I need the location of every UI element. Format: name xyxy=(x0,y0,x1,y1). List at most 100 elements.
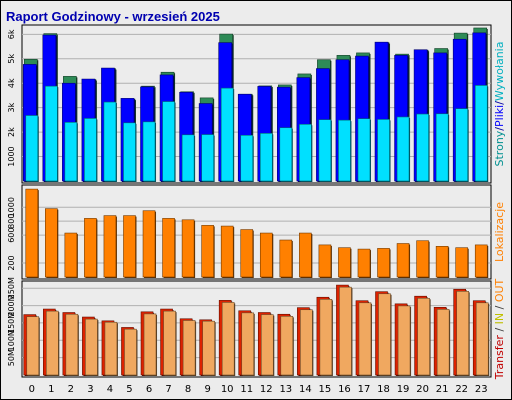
bar-lokalizacje xyxy=(64,232,78,278)
y-tick-label: 100M xyxy=(7,329,16,351)
x-tick-label: 12 xyxy=(260,384,273,395)
bar-strony xyxy=(396,116,410,182)
y-tick-label: 50M xyxy=(7,349,16,366)
bar-out xyxy=(417,297,430,376)
x-tick-label: 7 xyxy=(165,384,171,395)
x-tick-label: 4 xyxy=(107,384,113,395)
x-tick-label: 10 xyxy=(221,384,234,395)
bar-lokalizacje xyxy=(259,232,273,278)
bar-lokalizacje xyxy=(240,229,254,278)
bar-strony xyxy=(299,123,312,182)
bar-out xyxy=(65,313,79,376)
bar-lokalizacje xyxy=(201,225,214,278)
x-tick-label: 22 xyxy=(455,384,468,395)
bar-strony xyxy=(338,119,351,182)
x-tick-label: 21 xyxy=(436,384,449,395)
bar-lokalizacje xyxy=(181,219,195,278)
y-tick-label: 1000 xyxy=(7,146,16,166)
x-tick-label: 20 xyxy=(416,384,429,395)
y-tick-label: 200M xyxy=(7,294,16,316)
bar-lokalizacje xyxy=(162,218,175,278)
x-tick-label: 13 xyxy=(279,384,292,395)
bar-strony xyxy=(162,101,175,182)
bar-lokalizacje xyxy=(435,246,449,278)
bar-out xyxy=(241,312,255,376)
chart-panels: 10002k3k4k5k6kStrony/Pliki/Wywołania2006… xyxy=(7,24,506,395)
bar-lokalizacje xyxy=(103,215,117,278)
bar-out xyxy=(456,291,469,376)
y-axis-label-part: Lokalizacje xyxy=(493,202,506,262)
bar-out xyxy=(436,309,450,376)
x-tick-label: 9 xyxy=(204,384,210,395)
bar-lokalizacje xyxy=(142,210,156,278)
bar-lokalizacje xyxy=(338,247,351,278)
bar-strony xyxy=(435,113,449,182)
bar-strony xyxy=(240,134,254,182)
bar-lokalizacje xyxy=(396,243,410,278)
bar-out xyxy=(124,328,137,376)
bar-out xyxy=(163,310,176,376)
bar-out xyxy=(260,314,274,376)
bar-lokalizacje xyxy=(357,248,371,278)
chart-title: Raport Godzinowy - wrzesień 2025 xyxy=(6,9,220,24)
bar-lokalizacje xyxy=(474,244,488,278)
bar-out xyxy=(319,299,333,376)
bar-strony xyxy=(416,113,429,182)
bar-out xyxy=(104,321,118,376)
bar-strony xyxy=(357,118,371,182)
bar-strony xyxy=(64,122,78,182)
y-tick-label: 150M xyxy=(7,312,16,334)
panel-frame xyxy=(21,280,492,378)
bar-strony xyxy=(123,122,136,182)
bar-out xyxy=(475,302,489,376)
bar-strony xyxy=(259,133,273,182)
y-axis-label-part: Strony xyxy=(493,130,506,166)
x-tick-label: 11 xyxy=(240,384,253,395)
bar-strony xyxy=(318,119,332,182)
x-tick-label: 0 xyxy=(29,384,35,395)
y-axis-label-part: / xyxy=(493,324,506,335)
y-tick-label: 600 xyxy=(7,227,16,242)
y-axis-label-part: / xyxy=(493,127,506,131)
x-tick-label: 6 xyxy=(146,384,152,395)
bar-out xyxy=(85,318,98,376)
x-tick-label: 1 xyxy=(48,384,54,395)
bar-strony xyxy=(181,134,195,182)
bar-strony xyxy=(220,87,234,182)
x-tick-label: 19 xyxy=(397,384,410,395)
bar-out xyxy=(182,320,196,376)
x-tick-label: 18 xyxy=(377,384,390,395)
bar-strony xyxy=(201,134,214,182)
y-tick-label: 5k xyxy=(7,54,16,64)
bar-lokalizacje xyxy=(25,188,39,278)
bar-out xyxy=(221,302,235,376)
bar-strony xyxy=(103,101,117,182)
y-axis-label-part: IN xyxy=(493,313,506,324)
y-tick-label: 200 xyxy=(7,255,16,270)
x-tick-label: 3 xyxy=(87,384,93,395)
bar-lokalizacje xyxy=(377,248,390,278)
y-axis-label: Lokalizacje xyxy=(493,202,506,262)
y-tick-label: 3k xyxy=(7,102,16,112)
bar-strony xyxy=(84,118,97,182)
bar-out xyxy=(143,313,157,376)
x-tick-label: 2 xyxy=(68,384,74,395)
y-axis-label-part: / xyxy=(493,101,506,105)
bar-lokalizacje xyxy=(84,218,97,278)
bar-lokalizacje xyxy=(455,247,468,278)
bar-lokalizacje xyxy=(318,244,332,278)
bar-lokalizacje xyxy=(416,240,429,278)
y-axis-label-part: / xyxy=(493,302,506,313)
y-tick-label: 1000 xyxy=(7,197,16,217)
bar-out xyxy=(300,309,313,376)
x-tick-label: 5 xyxy=(126,384,132,395)
y-tick-label: 4k xyxy=(7,78,16,88)
bar-strony xyxy=(279,127,293,182)
bar-strony xyxy=(45,85,58,182)
bar-lokalizacje xyxy=(220,225,234,278)
y-axis-label-part: Transfer xyxy=(493,335,506,381)
bar-out xyxy=(397,305,411,376)
bar-lokalizacje xyxy=(123,215,136,278)
